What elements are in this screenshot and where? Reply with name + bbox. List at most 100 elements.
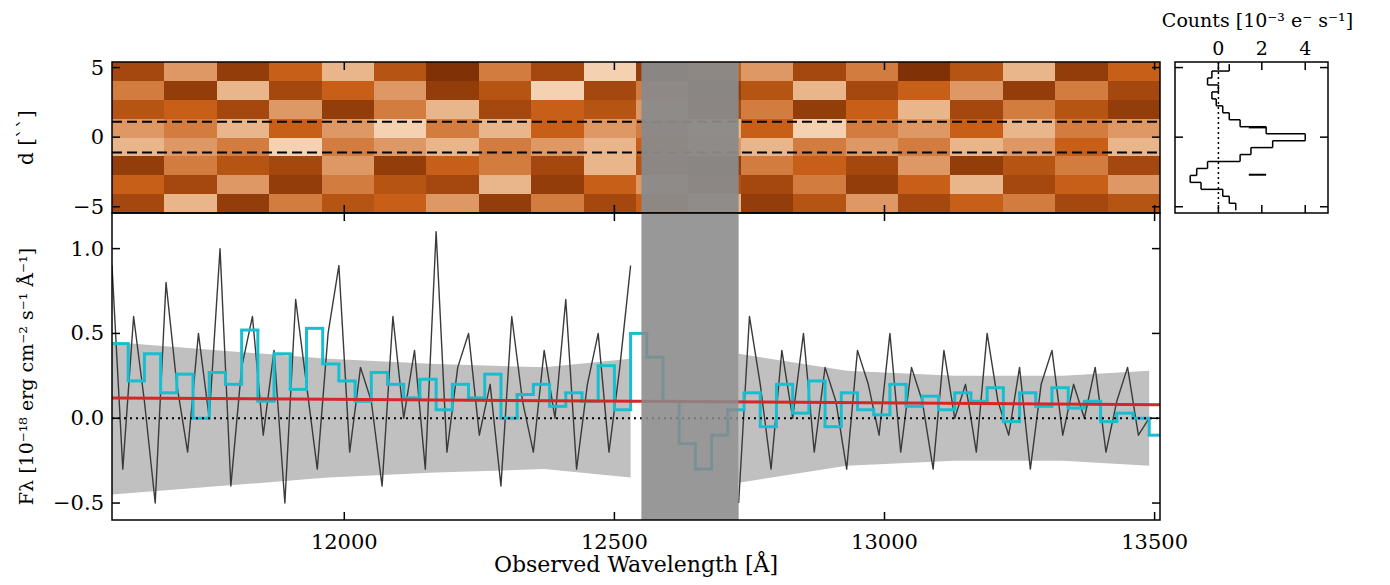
binned-step (566, 391, 582, 394)
profile-step (1304, 134, 1306, 141)
pixel-cell (741, 156, 794, 175)
step-riser (337, 364, 340, 381)
pixel-cell (793, 194, 846, 213)
x-tick (1218, 205, 1220, 213)
pixel-cell (1055, 138, 1108, 157)
pixel-cell (112, 138, 165, 157)
step-riser (986, 388, 989, 402)
profile-step (1196, 168, 1198, 175)
pixel-cell (374, 100, 427, 119)
y-tick (1175, 136, 1183, 138)
x-tick (884, 512, 886, 520)
pixel-cell (374, 138, 427, 157)
pixel-cell (217, 175, 270, 194)
pixel-cell (1003, 81, 1056, 100)
profile-step (1229, 64, 1231, 71)
x-axis-title: Observed Wavelength [Å] (494, 550, 778, 577)
pixel-cell (846, 156, 899, 175)
binned-step (809, 379, 825, 382)
step-riser (1201, 189, 1223, 191)
profile-step (1222, 106, 1224, 113)
pixel-cell (217, 81, 270, 100)
pixel-cell (426, 175, 479, 194)
step-riser (1229, 203, 1236, 205)
pixel-cell (950, 194, 1003, 213)
step-riser (305, 328, 308, 389)
pixel-cell (164, 100, 217, 119)
pixel-cell (846, 81, 899, 100)
aperture-mark (1249, 174, 1266, 176)
step-riser (418, 379, 421, 398)
pixel-cell (112, 194, 165, 213)
step-riser (1208, 84, 1219, 86)
step-riser (483, 374, 486, 398)
pixel-cell (322, 175, 375, 194)
pixel-cell (741, 175, 794, 194)
profile-step (1272, 141, 1274, 148)
pixel-cell (898, 156, 951, 175)
binned-step (776, 383, 792, 386)
step-riser (597, 366, 600, 402)
y-tick-label: 5 (91, 56, 104, 80)
pixel-cell (426, 81, 479, 100)
pixel-cell (950, 156, 1003, 175)
pixel-cell (531, 62, 584, 81)
pixel-cell (374, 175, 427, 194)
y-tick (1152, 136, 1160, 138)
pixel-cell (479, 81, 532, 100)
binned-step (388, 383, 404, 386)
pixel-cell (1055, 81, 1108, 100)
step-riser (1197, 168, 1208, 170)
zero-line (112, 417, 1160, 419)
step-riser (840, 393, 843, 427)
pixel-cell (426, 100, 479, 119)
binned-step (1052, 386, 1068, 389)
x-tick (1261, 62, 1263, 70)
y-tick (112, 248, 120, 250)
binned-step (922, 395, 938, 398)
step-riser (402, 384, 405, 398)
error-band (739, 354, 1150, 483)
pixel-cell (1108, 194, 1160, 213)
step-riser (1190, 175, 1197, 177)
y-tick (112, 502, 120, 504)
step-riser (888, 384, 891, 415)
y-tick (112, 333, 120, 335)
binned-step (1133, 417, 1149, 420)
step-riser (224, 372, 227, 384)
profile-step (1207, 78, 1209, 85)
step-riser (175, 374, 178, 393)
y-tick (1152, 417, 1160, 419)
pixel-cell (741, 62, 794, 81)
binned-step (1117, 412, 1133, 415)
step-riser (386, 372, 389, 384)
profile-step (1211, 92, 1213, 99)
pixel-cell (531, 175, 584, 194)
data-group (112, 232, 1160, 503)
x-tick-label: 13000 (851, 530, 918, 554)
pixel-cell (164, 156, 217, 175)
binned-step (485, 373, 501, 376)
binned-step (550, 405, 566, 408)
x-tick (1154, 512, 1156, 520)
pixel-cell (1108, 100, 1160, 119)
step-riser (1208, 161, 1241, 163)
pixel-cell (846, 194, 899, 213)
step-riser (1190, 182, 1201, 184)
y-tick (1152, 333, 1160, 335)
pixel-cell (793, 156, 846, 175)
step-riser (1251, 147, 1273, 149)
x-tick-label: 0 (1212, 37, 1224, 59)
profile-step (1229, 113, 1231, 120)
profile-step (1239, 120, 1241, 127)
x-tick (884, 205, 886, 213)
step-riser (1223, 196, 1230, 198)
pixel-cell (584, 175, 637, 194)
binned-step (533, 383, 549, 386)
binned-step (857, 408, 873, 411)
binned-step (825, 425, 841, 428)
pixel-cell (741, 81, 794, 100)
pixel-cell (584, 194, 637, 213)
binned-step (209, 371, 225, 374)
profile-step (1239, 155, 1241, 162)
